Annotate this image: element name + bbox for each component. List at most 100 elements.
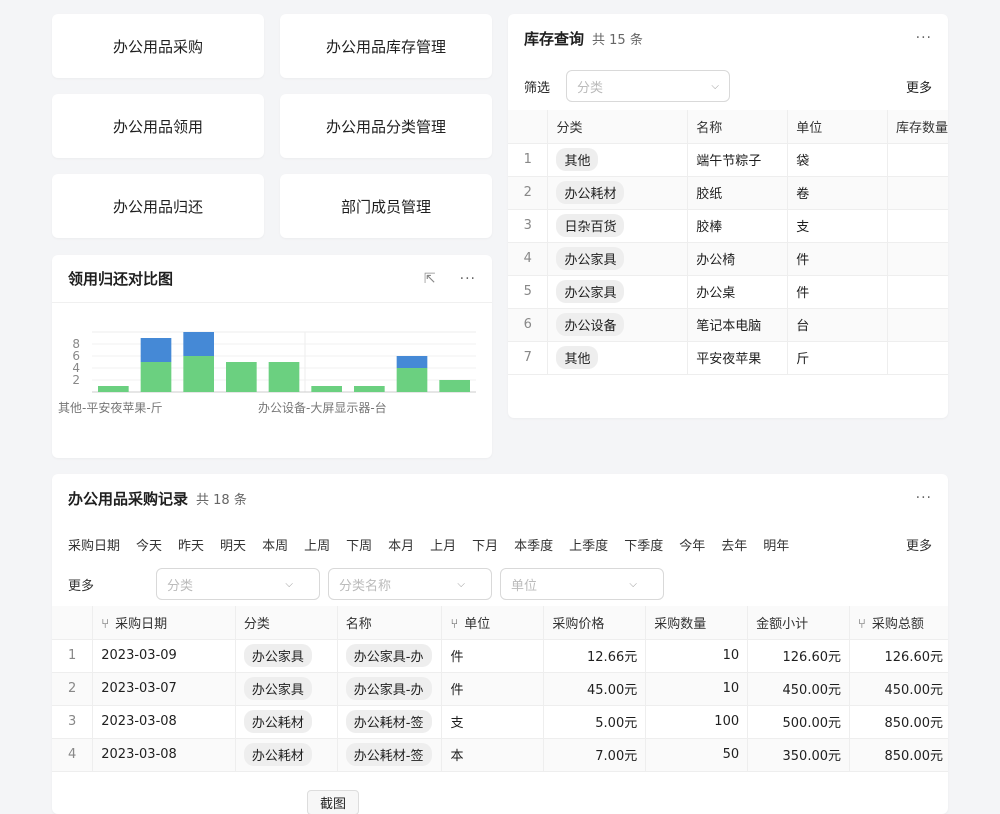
nav-card[interactable]: 办公用品归还: [52, 174, 264, 238]
unit-cell: 支: [787, 209, 888, 243]
column-header[interactable]: ⑂ 采购总额: [849, 606, 948, 640]
row-index: 1: [508, 143, 549, 177]
category-tag: 办公家具: [556, 280, 625, 303]
y-tick-label: 4: [72, 361, 80, 375]
column-header[interactable]: 金额小计: [747, 606, 851, 640]
footer-button[interactable]: 截图: [307, 790, 360, 814]
bar-segment: [396, 356, 428, 368]
column-header[interactable]: 名称: [687, 110, 789, 144]
row-index: 5: [508, 275, 549, 309]
date-option[interactable]: 上周: [304, 538, 331, 554]
y-tick-label: 8: [72, 337, 80, 351]
table-row[interactable]: 7 其他 平安夜苹果斤: [508, 341, 948, 375]
cell: 12.66元: [543, 639, 647, 673]
column-header[interactable]: 采购数量: [645, 606, 749, 640]
cell: 126.60元: [747, 639, 851, 673]
nav-card[interactable]: 部门成员管理: [280, 174, 492, 238]
cell: 500.00元: [747, 705, 851, 739]
filter-label: 筛选: [524, 80, 551, 96]
table-row[interactable]: 1 2023-03-09 办公家具 办公家具-办件 12.66元 10 126.60元 126…: [52, 639, 948, 673]
date-option[interactable]: 下季度: [624, 538, 664, 554]
date-option[interactable]: 下月: [472, 538, 499, 554]
cell: 支: [441, 705, 545, 739]
stock-cell: [887, 308, 948, 342]
category-tag: 其他: [556, 346, 599, 369]
nav-card[interactable]: 办公用品分类管理: [280, 94, 492, 158]
date-option[interactable]: 本季度: [514, 538, 554, 554]
table-row[interactable]: 3 日杂百货 胶棒支: [508, 209, 948, 243]
inventory-panel: 库存查询共 15 条 ··· 筛选 分类 ⌵ 更多 分类 名称 单位 库存数量 1 其他 端午节…: [508, 14, 948, 418]
table-row[interactable]: 6 办公设备 笔记本电脑台: [508, 308, 948, 342]
more-filter-label: 更多: [68, 578, 95, 594]
more-icon[interactable]: ···: [915, 490, 932, 506]
unit-cell: 件: [787, 242, 888, 276]
column-header[interactable]: ⑂ 单位: [441, 606, 545, 640]
category-tag: 办公家具: [243, 644, 312, 667]
date-option[interactable]: 上季度: [569, 538, 609, 554]
date-option[interactable]: 今年: [679, 538, 706, 554]
bar-segment: [183, 356, 214, 392]
row-index: 6: [508, 308, 549, 342]
name-cell: 办公椅: [687, 242, 789, 276]
date-option[interactable]: 明年: [763, 538, 790, 554]
expand-icon[interactable]: ⇱: [423, 270, 436, 287]
table-row[interactable]: 1 其他 端午节粽子袋: [508, 143, 948, 177]
unit-cell: 斤: [787, 341, 888, 375]
date-option[interactable]: 今天: [136, 538, 163, 554]
more-button[interactable]: 更多: [905, 538, 932, 554]
table-row[interactable]: 4 办公家具 办公椅件: [508, 242, 948, 276]
column-header[interactable]: 分类: [235, 606, 338, 640]
purchase-panel: 办公用品采购记录共 18 条 ··· 采购日期 今天 昨天 明天 本周 上周 下周 本月 上月 下月…: [52, 474, 948, 814]
nav-card[interactable]: 办公用品库存管理: [280, 14, 492, 78]
name-cell: 笔记本电脑: [687, 308, 789, 342]
table-row[interactable]: 2 办公耗材 胶纸卷: [508, 176, 948, 210]
column-header[interactable]: 采购价格: [543, 606, 647, 640]
filter-select[interactable]: 分类 ⌵: [156, 568, 320, 600]
column-header[interactable]: 分类: [547, 110, 689, 144]
unit-cell: 件: [787, 275, 888, 309]
category-tag: 办公耗材: [243, 743, 312, 766]
chevron-down-icon: ⌵: [285, 578, 293, 590]
more-icon[interactable]: ···: [915, 30, 932, 46]
column-header[interactable]: ⑂ 采购日期: [92, 606, 236, 640]
date-option[interactable]: 上月: [430, 538, 457, 554]
column-header[interactable]: 单位: [787, 110, 888, 144]
category-select[interactable]: 分类 ⌵: [566, 70, 731, 102]
stock-cell: [887, 209, 948, 243]
filter-select[interactable]: 分类名称 ⌵: [328, 568, 492, 600]
stock-cell: [887, 176, 948, 210]
table-row[interactable]: 5 办公家具 办公桌件: [508, 275, 948, 309]
column-header[interactable]: 库存数量: [887, 110, 948, 144]
table-row[interactable]: 4 2023-03-08 办公耗材 办公耗材-签本 7.00元 50 350.00元 850.…: [52, 738, 948, 772]
bar-segment: [354, 386, 385, 392]
table-row[interactable]: 3 2023-03-08 办公耗材 办公耗材-签支 5.00元 100 500.00元 850…: [52, 705, 948, 739]
nav-card[interactable]: 办公用品领用: [52, 94, 264, 158]
date-option[interactable]: 下周: [346, 538, 373, 554]
filter-select[interactable]: 单位 ⌵: [500, 568, 664, 600]
cell: 件: [441, 639, 545, 673]
date-option[interactable]: 昨天: [178, 538, 205, 554]
cell: 2: [52, 672, 94, 706]
name-cell: 办公桌: [687, 275, 789, 309]
table-row[interactable]: 2 2023-03-07 办公家具 办公家具-办件 45.00元 10 450.00元 450…: [52, 672, 948, 706]
cell: 850.00元: [849, 705, 948, 739]
date-option[interactable]: 去年: [721, 538, 748, 554]
bar-segment: [140, 362, 172, 392]
stock-cell: [887, 143, 948, 177]
x-tick-label: 办公设备-大屏显示器-台: [258, 400, 387, 415]
more-icon[interactable]: ···: [459, 270, 476, 287]
date-option[interactable]: 本周: [262, 538, 289, 554]
cell: 450.00元: [747, 672, 851, 706]
more-button[interactable]: 更多: [905, 80, 932, 96]
bar-segment: [311, 386, 342, 392]
name-cell: 平安夜苹果: [687, 341, 789, 375]
nav-card[interactable]: 办公用品采购: [52, 14, 264, 78]
cell: 件: [441, 672, 545, 706]
cell: 100: [645, 705, 749, 739]
date-option[interactable]: 明天: [220, 538, 247, 554]
tree-icon: ⑂: [450, 616, 459, 632]
date-option[interactable]: 本月: [388, 538, 415, 554]
column-header[interactable]: 名称: [337, 606, 443, 640]
unit-cell: 台: [787, 308, 888, 342]
x-tick-label: 其他-平安夜苹果-斤: [58, 400, 163, 415]
